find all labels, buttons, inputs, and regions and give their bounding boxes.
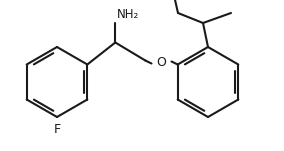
Text: NH₂: NH₂ xyxy=(117,8,139,21)
Text: O: O xyxy=(156,56,166,69)
Text: F: F xyxy=(53,123,60,136)
